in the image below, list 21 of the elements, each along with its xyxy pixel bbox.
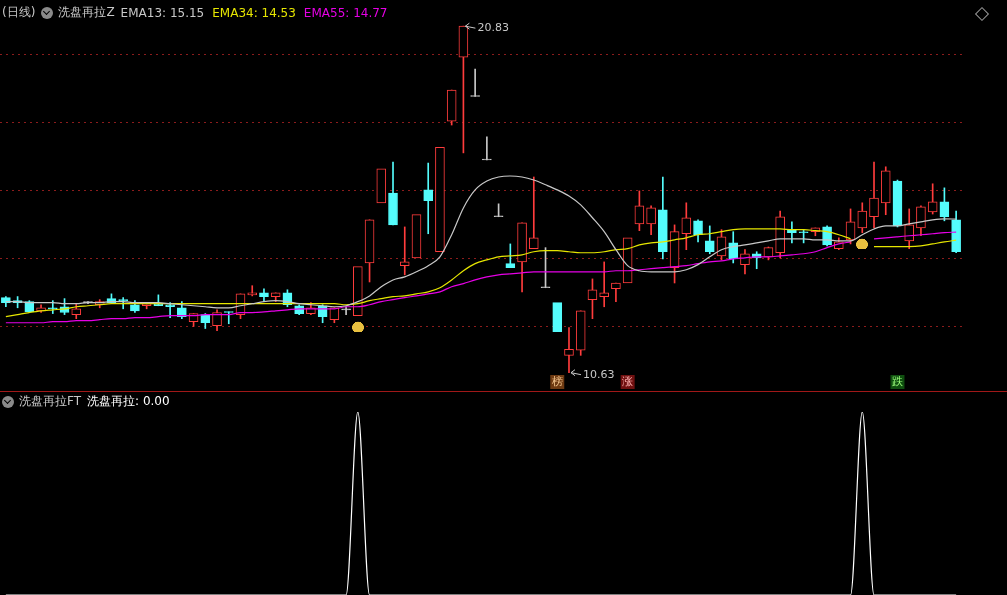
candlestick — [564, 327, 574, 373]
text: EMA55: 14.77 — [303, 5, 388, 20]
candlestick — [552, 302, 563, 332]
candlestick — [352, 266, 363, 316]
chart-subtitle: (日线) — [2, 4, 36, 21]
candlestick — [376, 168, 387, 204]
candlestick — [423, 162, 434, 235]
text: 涨 — [622, 374, 634, 388]
chart-title: 洗盘再拉FT — [19, 393, 82, 410]
chart-title: 洗盘再拉Z — [58, 4, 115, 21]
text: EMA13: 15.15 — [120, 5, 205, 20]
text: 榜 — [551, 374, 563, 388]
text: EMA34: 14.53 — [212, 5, 296, 20]
candlestick — [411, 214, 422, 259]
annotation: 20.83 — [477, 21, 509, 35]
text: 跌 — [891, 374, 903, 388]
candlestick — [435, 147, 445, 253]
annotation: 10.63 — [582, 367, 615, 381]
candlestick — [528, 176, 539, 250]
candlestick — [482, 136, 492, 161]
text: 洗盘再拉: 0.00 — [87, 393, 170, 410]
